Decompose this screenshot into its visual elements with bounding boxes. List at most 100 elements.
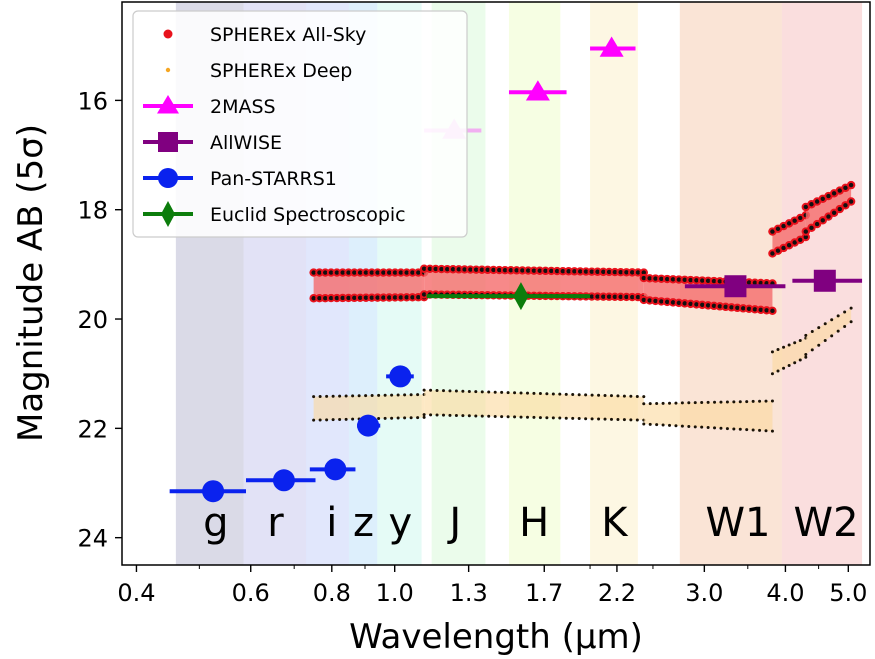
spherex-all-sky-point-core xyxy=(843,185,848,191)
spherex-deep-point xyxy=(849,306,853,310)
spherex-deep-band-0 xyxy=(313,394,425,421)
spherex-all-sky-point-core xyxy=(387,270,392,275)
spherex-deep-point xyxy=(513,391,517,395)
spherex-deep-point xyxy=(810,348,814,352)
spherex-all-sky-point-core xyxy=(346,270,351,275)
spherex-all-sky-point-core xyxy=(792,240,797,245)
spherex-all-sky-point-core xyxy=(700,302,705,308)
legend-marker xyxy=(163,29,173,39)
legend-label: SPHEREx All-Sky xyxy=(210,24,366,46)
spherex-all-sky-point-core xyxy=(670,277,676,282)
spherex-all-sky-band-0 xyxy=(313,272,425,299)
spherex-all-sky-point-core xyxy=(831,210,837,215)
legend-box xyxy=(132,10,468,238)
spherex-all-sky-point-core xyxy=(630,294,635,300)
spherex-deep-point xyxy=(622,394,626,398)
spherex-deep-point xyxy=(545,416,549,420)
spherex-deep-point xyxy=(745,428,749,432)
plot-frame xyxy=(121,1,871,566)
spherex-all-sky-point-core xyxy=(317,296,322,301)
spherex-deep-point xyxy=(764,429,768,433)
spherex-deep-point xyxy=(429,413,433,417)
spherex-all-sky-point-core xyxy=(427,266,433,272)
legend-label: AllWISE xyxy=(210,132,282,154)
spherex-all-sky-point-core xyxy=(404,270,409,275)
spherex-deep-point xyxy=(635,394,639,398)
spherex-all-sky-point-core xyxy=(410,295,415,300)
spherex-all-sky-point-core xyxy=(826,193,831,199)
spherex-deep-point xyxy=(448,389,452,393)
spherex-all-sky-point-core xyxy=(664,299,670,305)
spherex-deep-point xyxy=(843,310,847,314)
spherex-deep-point xyxy=(713,426,717,430)
legend-item-spherex-all-sky: SPHEREx All-Sky xyxy=(163,24,366,46)
spherex-deep-point xyxy=(551,416,555,420)
spherex-all-sky-point-core xyxy=(717,304,723,309)
spherex-all-sky-point-core xyxy=(803,229,809,234)
spherex-deep-band-4 xyxy=(805,308,852,355)
spherex-deep-point xyxy=(687,424,691,428)
legend-item-allwise: AllWISE xyxy=(143,132,282,154)
spherex-deep-point xyxy=(577,393,581,397)
spherex-deep-point xyxy=(680,424,684,428)
spherex-all-sky-point-core xyxy=(363,270,369,275)
spherex-deep-point xyxy=(396,416,400,420)
spherex-all-sky-point-core xyxy=(717,279,723,284)
spherex-deep-point xyxy=(435,388,439,392)
band-label-y: y xyxy=(388,500,412,546)
spherex-deep-point xyxy=(719,400,723,404)
spherex-all-sky-point-core xyxy=(618,269,623,275)
spherex-deep-point xyxy=(357,394,361,398)
spherex-deep-point xyxy=(648,422,652,426)
spherex-deep-point xyxy=(325,418,329,422)
spherex-deep-point xyxy=(331,394,335,398)
spherex-all-sky-point-core xyxy=(462,267,467,272)
spherex-all-sky-point-core xyxy=(831,191,837,196)
spherex-deep-point xyxy=(487,414,491,418)
x-tick-label: 4.0 xyxy=(766,579,804,607)
x-axis: 0.4 0.6 0.8 1.0 1.3 1.7 2.2 3.0 4.0 5.0 xyxy=(117,565,867,607)
spherex-all-sky-point-core xyxy=(514,268,519,273)
allwise-point-1 xyxy=(792,269,863,292)
spherex-deep-point xyxy=(622,418,626,422)
spherex-deep-point xyxy=(370,393,374,397)
spherex-deep-point xyxy=(422,415,426,419)
spherex-all-sky-point-core xyxy=(328,295,334,301)
spherex-all-sky-point-core xyxy=(670,300,676,305)
spherex-deep-point xyxy=(706,426,710,430)
spherex-deep-point xyxy=(441,413,445,417)
spherex-deep-point xyxy=(422,413,426,417)
spherex-deep-point xyxy=(732,427,736,431)
spherex-all-sky-point-core xyxy=(635,270,641,275)
allwise-marker xyxy=(813,269,836,292)
spherex-all-sky-point-core xyxy=(398,295,404,300)
spherex-all-sky-point-core xyxy=(711,303,717,309)
spherex-deep-point xyxy=(849,320,853,324)
spherex-deep-point xyxy=(500,415,504,419)
spherex-deep-point xyxy=(441,389,445,393)
spherex-deep-point xyxy=(454,413,458,417)
spherex-deep-point xyxy=(597,393,601,397)
spherex-deep-point xyxy=(751,428,755,432)
spherex-all-sky-point-core xyxy=(770,229,775,234)
spherex-deep-point xyxy=(351,394,355,398)
spherex-all-sky-point-core xyxy=(357,270,363,275)
spherex-all-sky-point-core xyxy=(375,295,380,300)
spherex-deep-point xyxy=(538,392,542,396)
spherex-all-sky-point-core xyxy=(735,305,740,311)
legend-marker xyxy=(158,132,178,152)
spherex-all-sky-point-core xyxy=(641,275,646,281)
spherex-all-sky-point-core xyxy=(601,294,606,299)
spherex-deep-point xyxy=(558,392,562,396)
spherex-all-sky-point-core xyxy=(381,295,386,300)
spherex-deep-point xyxy=(383,416,387,420)
spherex-deep-point xyxy=(668,423,672,427)
spherex-deep-point xyxy=(693,425,697,429)
spherex-all-sky-point-core xyxy=(741,306,746,311)
spherex-deep-point xyxy=(770,399,774,403)
spherex-deep-band-2 xyxy=(643,401,773,432)
pan-starrs1-marker xyxy=(357,414,380,437)
spherex-deep-point xyxy=(830,334,834,338)
spherex-all-sky-point-core xyxy=(798,237,803,242)
spherex-deep-point xyxy=(661,401,665,405)
